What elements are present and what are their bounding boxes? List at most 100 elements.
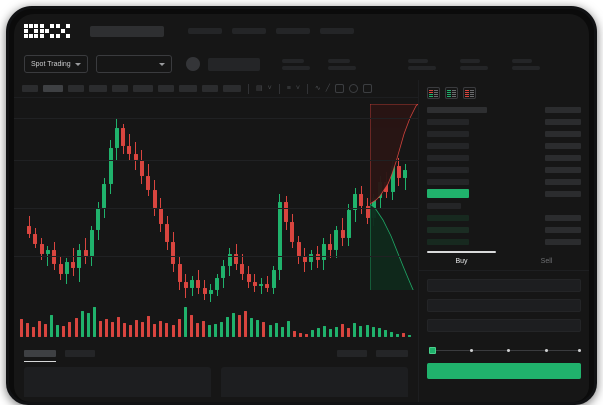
indicators-chevron-icon[interactable]: ˅ <box>295 85 300 92</box>
tab-buy[interactable]: Buy <box>419 251 504 270</box>
orderbook-bid-row[interactable] <box>427 225 581 234</box>
volume-bar <box>292 331 296 337</box>
timeframe-button[interactable] <box>179 85 197 92</box>
trading-mode-label: Spot Trading <box>31 60 71 68</box>
volume-bar <box>323 326 327 337</box>
timeframe-button[interactable] <box>112 85 128 92</box>
orderbook-ask-row[interactable] <box>427 129 581 138</box>
timeframe-button[interactable] <box>89 85 107 92</box>
orderbook-mode-both-icon[interactable] <box>427 87 440 99</box>
volume-bar <box>244 311 248 337</box>
slider-stop[interactable] <box>507 348 510 352</box>
slider-stop[interactable] <box>469 348 473 352</box>
buy-sell-tabs: Buy Sell <box>419 251 589 271</box>
pencil-draw-icon[interactable]: ╱ <box>325 85 330 92</box>
timeframe-button[interactable] <box>22 85 38 92</box>
volume-bar <box>274 323 278 337</box>
order-amount-field[interactable] <box>427 299 581 312</box>
orderbook-ask-row[interactable] <box>427 153 581 162</box>
camera-snapshot-icon[interactable] <box>335 84 344 93</box>
line-tool-icon[interactable]: ∿ <box>314 85 321 92</box>
coin-avatar-icon <box>185 57 200 71</box>
timeframe-button[interactable] <box>133 85 153 92</box>
bottom-panels <box>14 357 418 397</box>
nav-item-2[interactable] <box>232 28 266 34</box>
positions-panel[interactable] <box>221 367 408 397</box>
volume-bar <box>26 323 30 337</box>
candlestick-type-icon[interactable]: ▤ <box>256 85 263 92</box>
volume-bar <box>86 313 90 337</box>
volume-bar <box>359 326 363 337</box>
submit-order-button[interactable] <box>427 363 581 379</box>
toolbar-divider <box>278 83 280 94</box>
orderbook-trade-panel: Buy Sell <box>418 80 589 402</box>
orderbook-mode-bids-icon[interactable] <box>445 87 458 99</box>
bottom-tab-right-2[interactable] <box>376 350 408 357</box>
app-screen: Spot Trading <box>14 14 589 402</box>
chart-toolbar: ▤ ˅ ≡ ˅ ∿ ╱ <box>14 80 418 98</box>
slider-stop[interactable] <box>544 348 548 352</box>
orderbook-ask-row[interactable] <box>427 141 581 150</box>
amount-percent-slider[interactable] <box>429 346 581 354</box>
order-total-field[interactable] <box>427 319 581 332</box>
volume-bar <box>20 319 23 337</box>
orders-panel[interactable] <box>24 367 211 397</box>
volume-bar <box>147 316 151 337</box>
volume-bar <box>165 323 169 337</box>
okx-logo-icon[interactable] <box>24 24 70 38</box>
price-chart[interactable] <box>14 98 418 345</box>
nav-item-1[interactable] <box>188 28 222 34</box>
slider-handle[interactable] <box>429 346 436 354</box>
pair-selector[interactable] <box>95 55 172 73</box>
volume-bar <box>347 328 351 337</box>
bottom-tab-right-1[interactable] <box>337 350 367 357</box>
timeframe-button-active[interactable] <box>43 85 63 92</box>
order-price-field[interactable] <box>427 279 581 292</box>
orderbook-bid-row[interactable] <box>427 201 581 210</box>
volume-bar <box>329 329 333 337</box>
orderbook-ask-row[interactable] <box>427 117 581 126</box>
orderbook-ask-row[interactable] <box>427 177 581 186</box>
orderbook-rows <box>419 105 589 246</box>
volume-bar <box>250 318 254 337</box>
volume-bar <box>262 322 266 337</box>
bottom-panel <box>14 345 418 402</box>
bottom-tab-positions[interactable] <box>65 350 95 357</box>
volume-bar <box>195 323 199 337</box>
volume-bar <box>207 325 211 337</box>
timeframe-button[interactable] <box>202 85 218 92</box>
volume-bar <box>50 315 54 337</box>
volume-histogram <box>20 295 414 337</box>
chart-type-chevron-icon[interactable]: ˅ <box>267 85 272 92</box>
volume-bar <box>383 330 387 337</box>
stat-volume <box>511 58 540 70</box>
volume-bar <box>353 323 357 337</box>
volume-bar <box>407 335 411 337</box>
trading-mode-selector[interactable]: Spot Trading <box>24 55 88 73</box>
fullscreen-icon[interactable] <box>363 84 372 93</box>
slider-stop[interactable] <box>577 348 581 352</box>
timeframe-button[interactable] <box>68 85 84 92</box>
settings-gear-icon[interactable] <box>349 84 358 93</box>
depth-chart-overlay <box>370 104 418 290</box>
tab-sell[interactable]: Sell <box>540 258 553 265</box>
orderbook-mode-asks-icon[interactable] <box>463 87 476 99</box>
volume-bar <box>268 325 272 337</box>
search-input[interactable] <box>90 25 164 37</box>
volume-bar <box>280 327 284 337</box>
volume-bar <box>32 327 36 337</box>
timeframe-button[interactable] <box>158 85 174 92</box>
bottom-tab-orders[interactable] <box>24 350 56 362</box>
volume-bar <box>310 330 314 337</box>
nav-item-4[interactable] <box>320 28 354 34</box>
volume-bar <box>62 326 66 337</box>
orderbook-ask-row[interactable] <box>427 165 581 174</box>
volume-bar <box>389 332 393 337</box>
nav-item-3[interactable] <box>276 28 310 34</box>
volume-bar <box>213 324 217 337</box>
timeframe-button[interactable] <box>223 85 241 92</box>
orderbook-bid-row[interactable] <box>427 213 581 222</box>
orderbook-bid-row[interactable] <box>427 237 581 246</box>
indicators-icon[interactable]: ≡ <box>286 85 291 92</box>
